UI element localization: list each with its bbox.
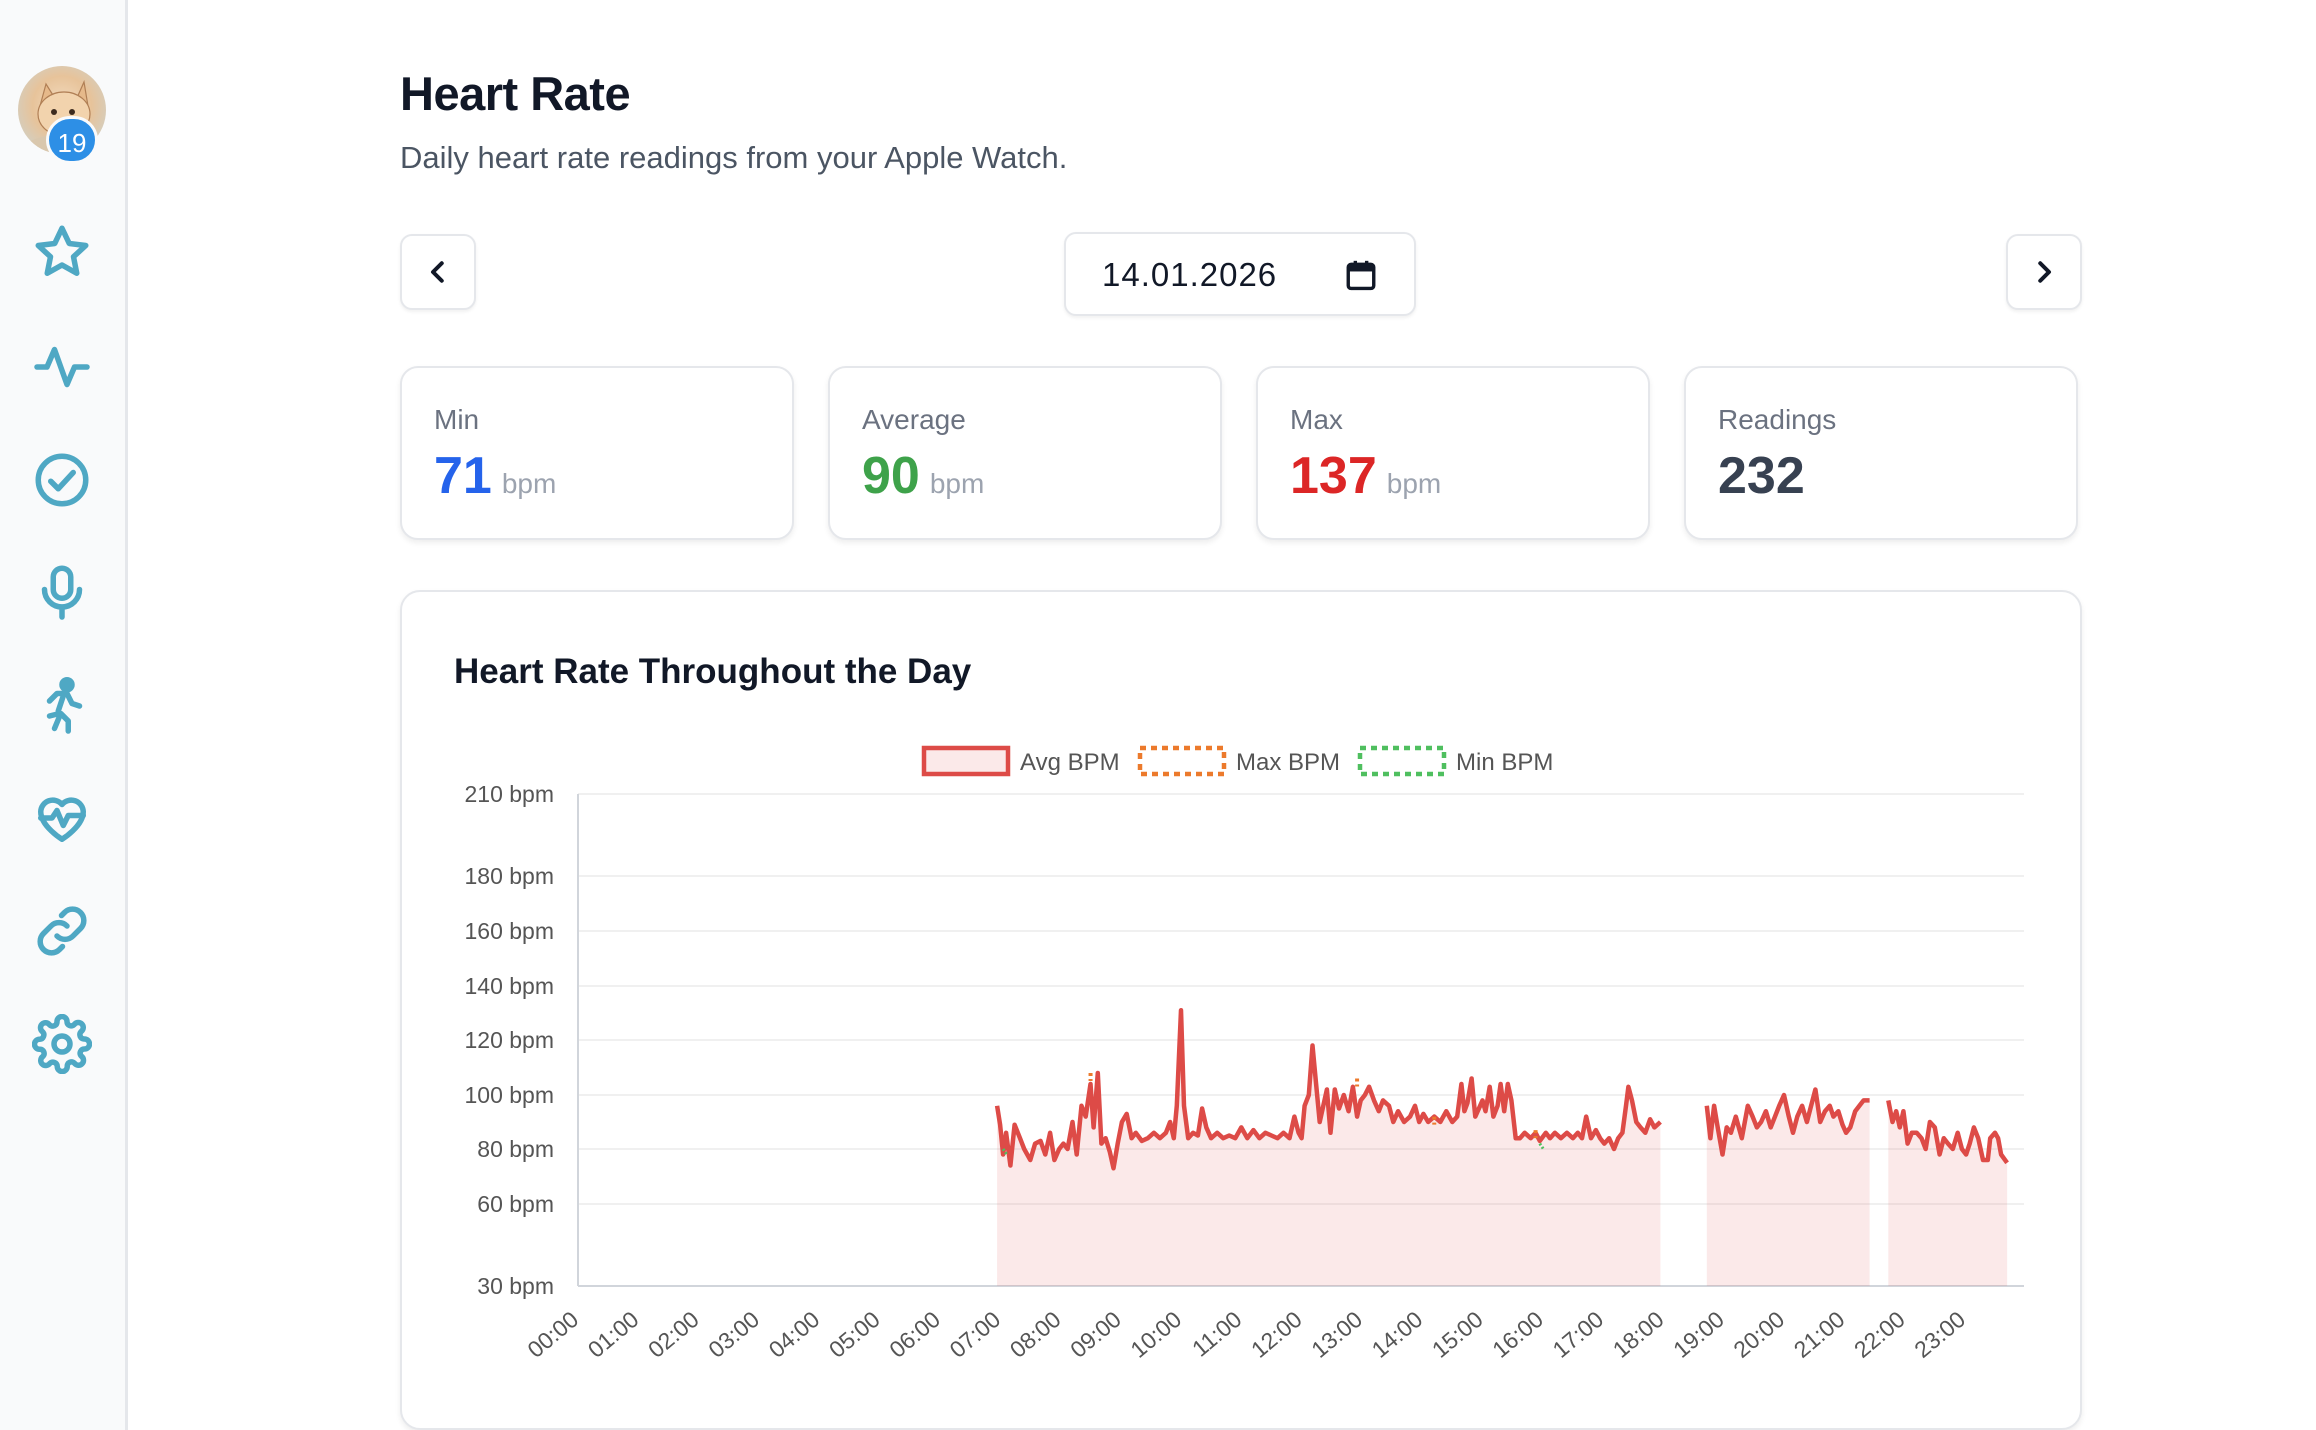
stat-label: Average (862, 404, 966, 435)
calendar-icon[interactable] (1344, 258, 1378, 292)
stat-value: 90 (862, 447, 920, 505)
stat-card-readings: Readings 232 (1684, 366, 2078, 540)
x-tick-label: 04:00 (764, 1306, 825, 1363)
chevron-right-icon (2038, 261, 2051, 283)
x-tick-label: 17:00 (1548, 1306, 1609, 1363)
min-bpm-marker (1001, 1148, 1009, 1156)
y-tick-label: 60 bpm (477, 1191, 554, 1217)
x-tick-label: 05:00 (824, 1306, 885, 1363)
stat-card-max: Max 137 bpm (1256, 366, 1650, 540)
y-tick-label: 140 bpm (464, 973, 554, 999)
x-tick-label: 19:00 (1668, 1306, 1729, 1363)
y-tick-label: 160 bpm (464, 918, 554, 944)
previous-day-button[interactable] (400, 234, 476, 310)
star-icon[interactable] (28, 218, 96, 286)
y-tick-label: 30 bpm (477, 1273, 554, 1299)
x-tick-label: 12:00 (1246, 1306, 1307, 1363)
stat-label: Max (1290, 404, 1343, 435)
legend-swatch (921, 745, 1011, 777)
stat-value: 232 (1718, 447, 1805, 505)
x-tick-label: 10:00 (1125, 1306, 1186, 1363)
x-tick-label: 20:00 (1728, 1306, 1789, 1363)
user-avatar-button[interactable]: 19 (18, 66, 106, 164)
legend-label: Max BPM (1236, 749, 1340, 776)
running-icon[interactable] (28, 672, 96, 740)
page-subtitle: Daily heart rate readings from your Appl… (400, 140, 1068, 175)
y-tick-label: 100 bpm (464, 1082, 554, 1108)
stat-unit: bpm (501, 468, 557, 499)
avg-bpm-area (1706, 1089, 1870, 1286)
x-tick-label: 02:00 (643, 1306, 704, 1363)
activity-icon[interactable] (28, 333, 96, 401)
stat-unit: bpm (929, 468, 985, 499)
sidebar: 19 (0, 0, 128, 1430)
legend-swatch (1137, 745, 1227, 777)
x-tick-label: 00:00 (522, 1306, 583, 1363)
x-tick-label: 22:00 (1849, 1306, 1910, 1363)
heart-rate-chart: 30 bpm 60 bpm 80 bpm 100 bpm 120 bpm 140 bpm 1… (464, 745, 2024, 1363)
microphone-icon[interactable] (28, 558, 96, 626)
x-tick-label: 06:00 (884, 1306, 945, 1363)
legend-swatch (1357, 745, 1447, 777)
x-tick-label: 23:00 (1909, 1306, 1970, 1363)
avg-bpm-line (1886, 1099, 2009, 1165)
x-tick-label: 16:00 (1487, 1306, 1548, 1363)
y-tick-label: 80 bpm (477, 1136, 554, 1162)
x-tick-label: 11:00 (1187, 1306, 1247, 1362)
stat-card-average: Average 90 bpm (828, 366, 1222, 540)
x-tick-label: 18:00 (1608, 1306, 1669, 1363)
stat-unit: bpm (1386, 468, 1442, 499)
chart-title: Heart Rate Throughout the Day (454, 652, 972, 691)
avg-bpm-line (1704, 1087, 1870, 1157)
stat-value: 137 (1290, 447, 1377, 505)
next-day-button[interactable] (2006, 234, 2082, 310)
avg-bpm-area (1888, 1100, 2008, 1286)
x-tick-label: 03:00 (703, 1306, 764, 1363)
stat-label: Min (434, 404, 480, 435)
avg-bpm-area (997, 1010, 1661, 1286)
heart-pulse-icon[interactable] (28, 784, 96, 852)
chevron-left-icon (431, 261, 444, 283)
x-tick-label: 13:00 (1306, 1306, 1367, 1363)
stat-card-min: Min 71 bpm (400, 366, 794, 540)
page-title: Heart Rate (400, 67, 631, 120)
x-tick-label: 08:00 (1005, 1306, 1066, 1363)
legend-label: Min BPM (1456, 749, 1553, 776)
gear-icon[interactable] (28, 1010, 96, 1078)
chart-card: Heart Rate Throughout the Day 30 bpm 60 b… (400, 590, 2082, 1430)
x-tick-label: 09:00 (1065, 1306, 1126, 1363)
x-tick-label: 01:00 (583, 1306, 644, 1363)
avg-bpm-line (994, 1008, 1662, 1171)
legend-label: Avg BPM (1020, 749, 1120, 776)
notification-badge: 19 (46, 116, 98, 164)
stat-value: 71 (434, 447, 492, 505)
link-icon[interactable] (28, 897, 96, 965)
y-tick-label: 180 bpm (464, 863, 554, 889)
check-circle-icon[interactable] (28, 446, 96, 514)
min-bpm-marker (1538, 1142, 1546, 1151)
y-tick-label: 120 bpm (464, 1027, 554, 1053)
x-tick-label: 07:00 (945, 1306, 1006, 1363)
date-value: 14.01.2026 (1102, 256, 1278, 293)
x-tick-label: 15:00 (1427, 1306, 1488, 1363)
stat-label: Readings (1718, 404, 1837, 435)
date-picker[interactable]: 14.01.2026 (1064, 232, 1416, 316)
x-tick-label: 21:00 (1789, 1306, 1850, 1363)
y-tick-label: 210 bpm (464, 781, 554, 807)
x-tick-label: 14:00 (1367, 1306, 1428, 1363)
